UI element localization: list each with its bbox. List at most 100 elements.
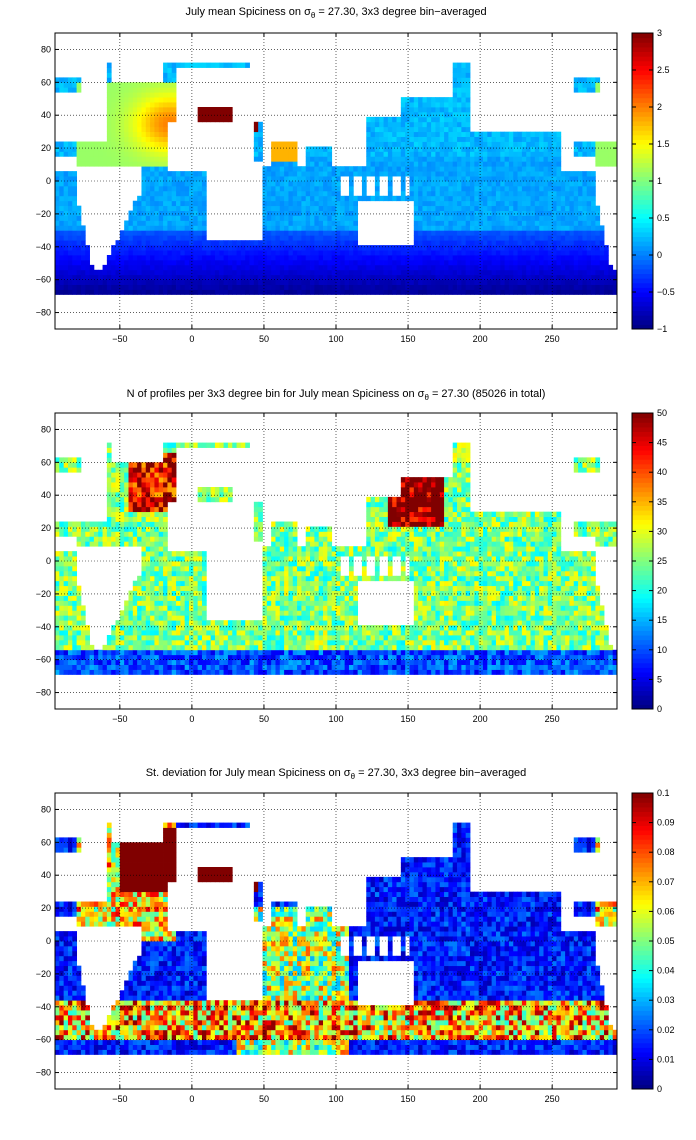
heatmap-cell [560, 250, 566, 256]
heatmap-cell [284, 146, 289, 152]
heatmap-cell [396, 284, 402, 290]
heatmap-cell [379, 171, 384, 177]
heatmap-cell [327, 255, 333, 261]
heatmap-cell [167, 97, 173, 103]
heatmap-cell [586, 269, 592, 276]
colorbar-segment [632, 130, 653, 136]
heatmap-cell [223, 274, 229, 281]
heatmap-cell [128, 491, 134, 498]
heatmap-cell [128, 506, 134, 513]
heatmap-cell [582, 82, 588, 88]
heatmap-cell [465, 245, 471, 251]
heatmap-cell [379, 136, 384, 142]
heatmap-cell [76, 620, 82, 626]
heatmap-cell [72, 230, 78, 236]
heatmap-cell [141, 156, 147, 162]
heatmap-cell [405, 97, 410, 103]
heatmap-cell [461, 274, 467, 281]
heatmap-cell [461, 195, 467, 202]
heatmap-cell [470, 131, 475, 137]
heatmap-cell [470, 225, 475, 231]
heatmap-cell [76, 610, 82, 616]
heatmap-cell [59, 664, 65, 670]
heatmap-cell [102, 289, 108, 295]
heatmap-cell [513, 176, 518, 182]
heatmap-cell [396, 245, 402, 251]
heatmap-cell [158, 102, 164, 108]
heatmap-cell [180, 235, 186, 241]
heatmap-cell [465, 225, 471, 231]
heatmap-cell [55, 457, 60, 463]
heatmap-cell [461, 67, 467, 73]
heatmap-cell [547, 255, 553, 261]
heatmap-cell [348, 190, 354, 197]
heatmap-cell [439, 279, 445, 285]
heatmap-cell [210, 654, 216, 661]
heatmap-cell [595, 205, 601, 211]
heatmap-cell [560, 279, 566, 285]
heatmap-cell [409, 166, 415, 172]
heatmap-cell [422, 190, 428, 197]
heatmap-cell [534, 289, 540, 295]
heatmap-cell [163, 462, 168, 468]
heatmap-cell [310, 146, 315, 152]
colorbar-segment [632, 208, 653, 214]
heatmap-cell [180, 245, 186, 251]
heatmap-cell [275, 284, 281, 290]
heatmap-cell [180, 556, 186, 562]
heatmap-cell [431, 274, 436, 281]
heatmap-cell [470, 205, 475, 211]
heatmap-cell [184, 585, 190, 591]
heatmap-cell [517, 185, 523, 192]
heatmap-cell [521, 190, 527, 197]
heatmap-cell [591, 181, 596, 187]
colorbar-segment [632, 102, 653, 108]
heatmap-cell [599, 264, 605, 271]
heatmap-cell [400, 190, 406, 197]
heatmap-cell [141, 565, 147, 572]
heatmap-cell [439, 235, 445, 241]
heatmap-cell [422, 255, 428, 261]
heatmap-cell [534, 250, 540, 256]
heatmap-cell [435, 215, 441, 221]
heatmap-cell [612, 269, 618, 276]
heatmap-cell [132, 516, 138, 522]
heatmap-cell [67, 279, 73, 285]
heatmap-cell [124, 482, 129, 488]
heatmap-cell [444, 181, 449, 187]
heatmap-cell [517, 240, 523, 246]
heatmap-cell [336, 264, 341, 271]
heatmap-cell [539, 240, 544, 246]
heatmap-cell [184, 551, 190, 557]
heatmap-cell [189, 659, 194, 665]
heatmap-cell [461, 87, 467, 93]
heatmap-cell [180, 250, 186, 256]
heatmap-cell [158, 541, 164, 547]
heatmap-cell [206, 491, 212, 498]
heatmap-cell [72, 77, 78, 83]
heatmap-cell [340, 210, 346, 216]
heatmap-cell [426, 156, 432, 162]
heatmap-cell [439, 102, 445, 108]
heatmap-cell [482, 190, 488, 197]
heatmap-cell [102, 141, 108, 147]
heatmap-cell [292, 230, 298, 236]
heatmap-cell [461, 111, 467, 118]
heatmap-cell [80, 245, 86, 251]
heatmap-cell [422, 151, 428, 157]
heatmap-cell [582, 205, 588, 211]
heatmap-cell [556, 190, 562, 197]
heatmap-cell [76, 467, 82, 473]
heatmap-cell [374, 190, 380, 197]
heatmap-cell [154, 171, 160, 177]
heatmap-cell [482, 235, 488, 241]
heatmap-cell [435, 220, 441, 226]
heatmap-cell [439, 111, 445, 118]
heatmap-cell [314, 230, 320, 236]
heatmap-cell [331, 220, 337, 226]
heatmap-cell [353, 255, 359, 261]
heatmap-cell [210, 491, 216, 498]
heatmap-cell [387, 185, 393, 192]
heatmap-cell [495, 250, 501, 256]
heatmap-cell [106, 97, 112, 103]
